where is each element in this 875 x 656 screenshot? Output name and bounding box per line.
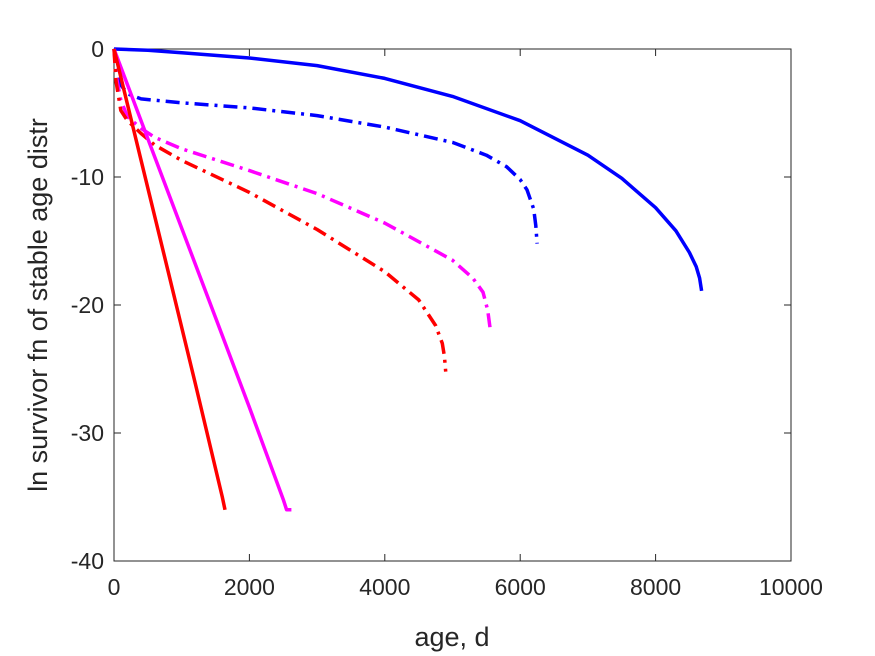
y-axis-ticks: 0 -10 -20 -30 -40	[71, 36, 791, 574]
series-lines	[112, 47, 704, 512]
plot-frame	[113, 48, 792, 562]
series-line-2	[112, 48, 539, 244]
series-line-5	[112, 48, 292, 512]
y-axis-title: ln survivor fn of stable age distr	[23, 118, 53, 492]
x-axis-ticks: 0 2000 4000 6000 8000 10000	[108, 49, 823, 600]
x-tick-label: 4000	[359, 574, 410, 600]
x-tick-label: 10000	[759, 574, 823, 600]
series-line-1	[113, 47, 704, 292]
y-tick-label: -30	[71, 420, 104, 446]
y-tick-label: -40	[71, 548, 104, 574]
x-tick-label: 0	[108, 574, 121, 600]
y-tick-label: -10	[71, 164, 104, 190]
series-line-6	[112, 48, 227, 511]
x-tick-label: 6000	[495, 574, 546, 600]
y-tick-label: 0	[91, 36, 104, 62]
x-axis-title: age, d	[414, 622, 489, 652]
series-line-3	[112, 48, 493, 331]
x-tick-label: 8000	[630, 574, 681, 600]
y-tick-label: -20	[71, 292, 104, 318]
x-tick-label: 2000	[224, 574, 275, 600]
series-line-4	[112, 48, 448, 372]
